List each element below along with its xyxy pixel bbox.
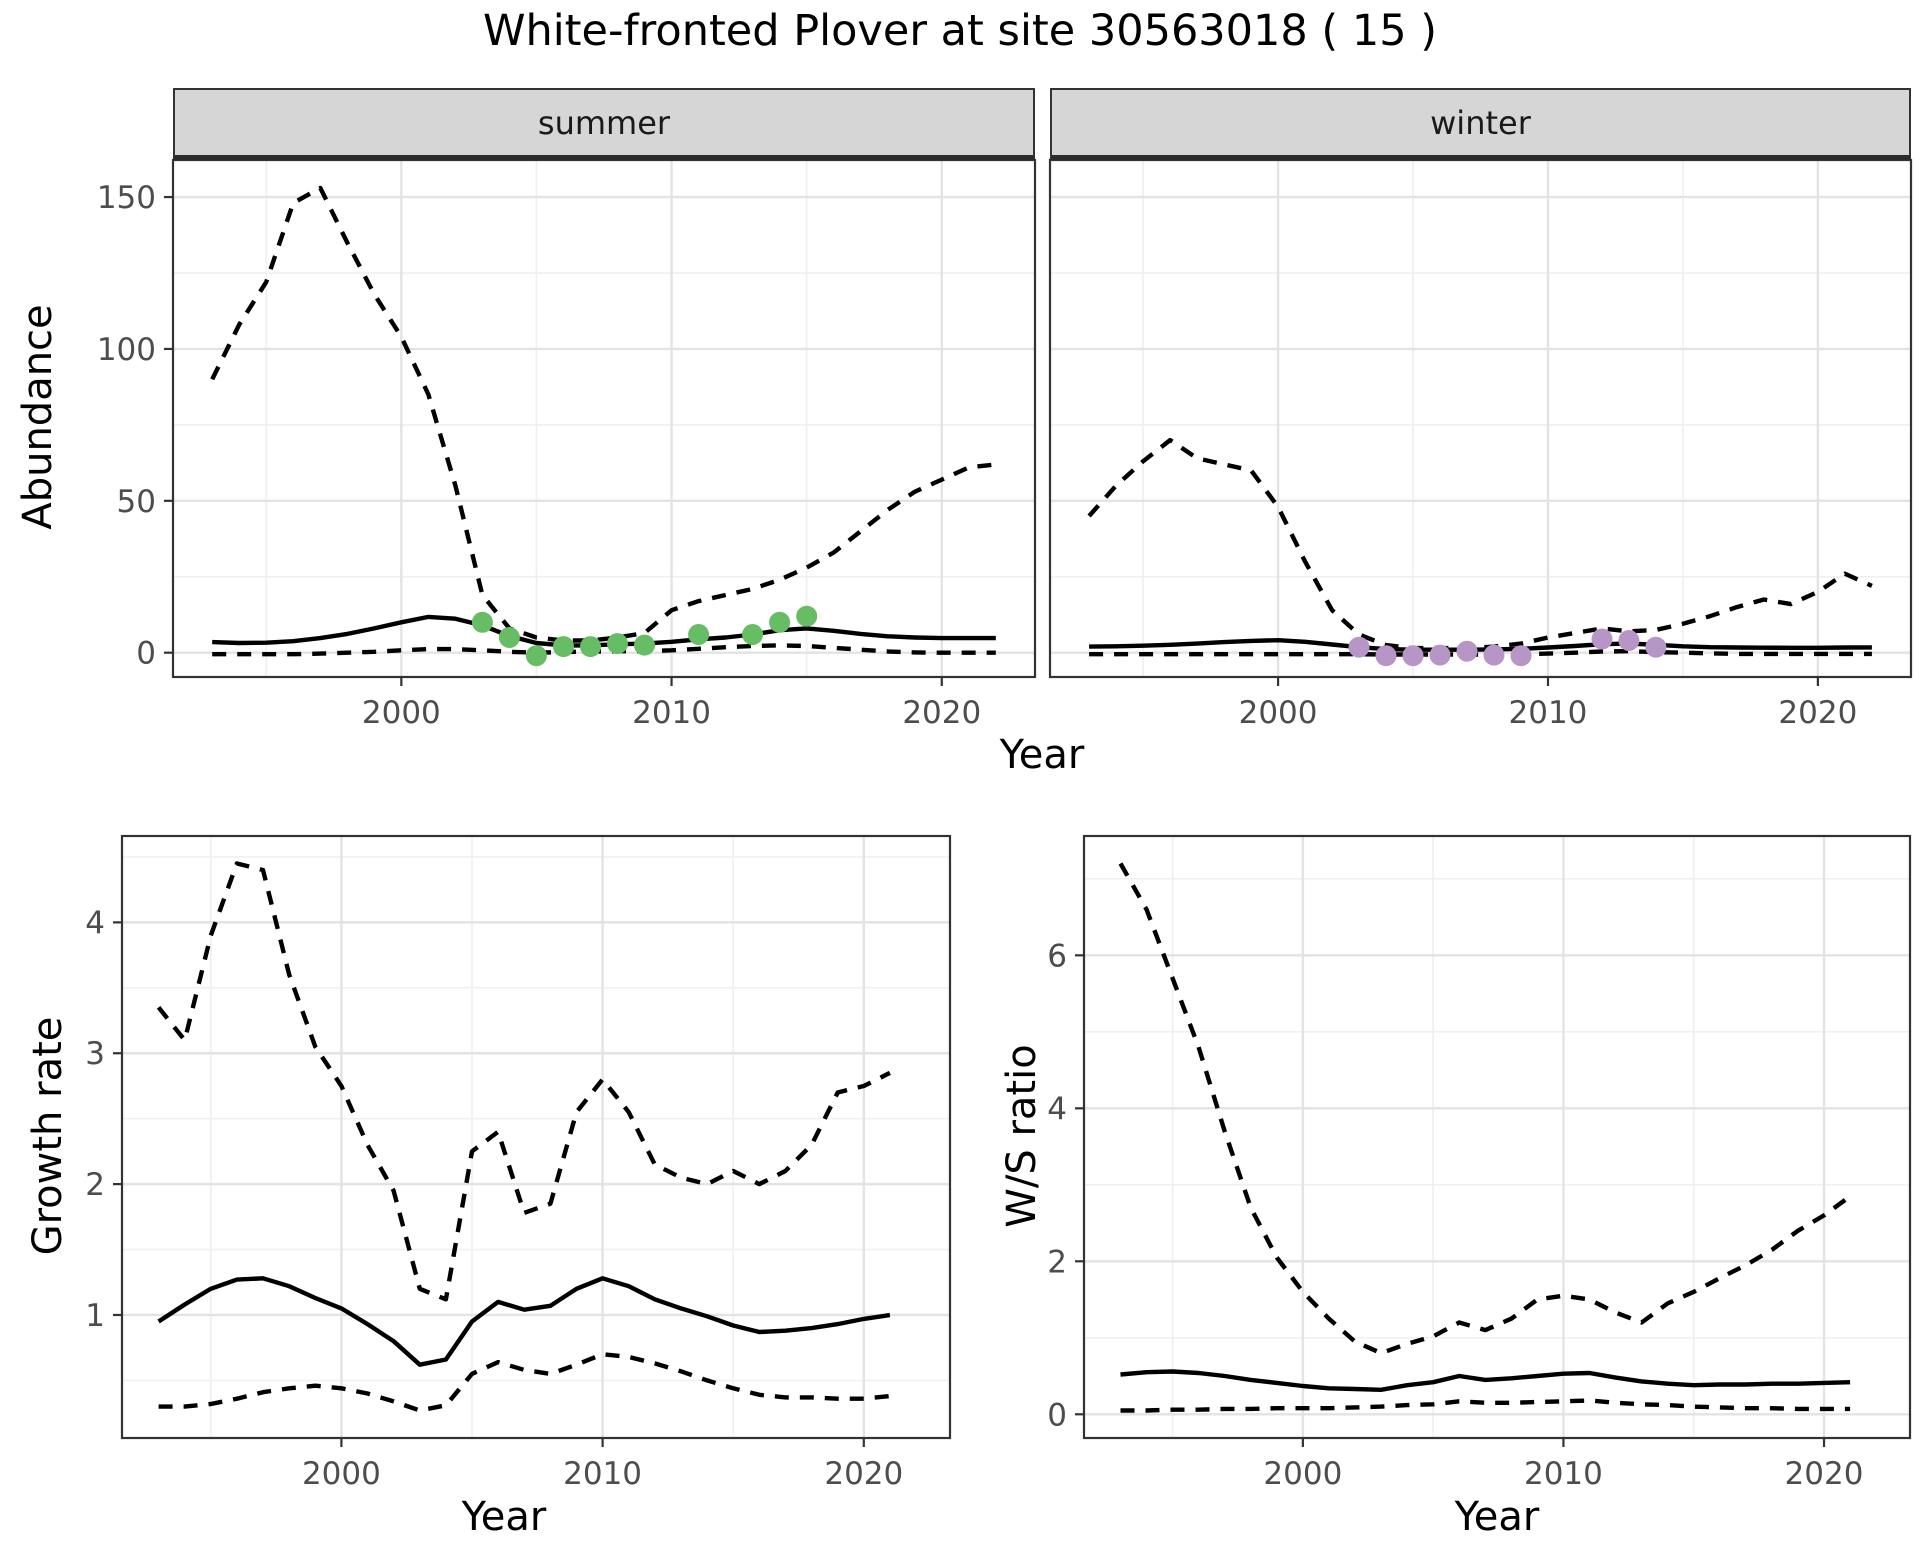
y-tick-label: 4	[85, 905, 105, 941]
panel-ws_ratio: 2000 2010 2020 0 2 4 6	[1047, 834, 1912, 1492]
facet-strip-winter-label: winter	[1430, 103, 1531, 142]
x-tick-label: 2020	[902, 695, 981, 731]
y-tick-label: 0	[136, 636, 156, 672]
panel-border	[120, 834, 952, 1440]
y-tick-label: 0	[1047, 1397, 1067, 1433]
series-lower_95ci-line	[1089, 649, 1872, 657]
data-point-observed_counts_winter	[1348, 636, 1370, 658]
series-median-line	[157, 1276, 891, 1367]
series-median-line	[212, 614, 996, 648]
x-tick-label: 2010	[632, 695, 711, 731]
y-axis-title-growth-rate: Growth rate	[25, 1016, 71, 1256]
x-tick-label: 2000	[362, 695, 441, 731]
x-tick-label: 2000	[1263, 1456, 1342, 1492]
data-point-observed_counts_winter	[1510, 645, 1532, 667]
series-upper_95ci-line	[1118, 862, 1852, 1356]
chart-title: White-fronted Plover at site 30563018 ( …	[482, 6, 1438, 56]
facet-strip-summer-label: summer	[537, 103, 671, 142]
data-point-observed_counts_summer	[553, 636, 574, 658]
y-tick-label: 150	[97, 180, 156, 216]
data-point-observed_counts_summer	[498, 627, 520, 648]
panel-background	[1084, 836, 1910, 1438]
y-tick-label: 2	[85, 1167, 105, 1203]
y-tick-label: 50	[117, 484, 156, 520]
series-upper_95ci-line	[156, 861, 891, 1302]
data-point-observed_counts_winter	[1429, 644, 1451, 666]
data-point-observed_counts_summer	[634, 634, 655, 656]
y-tick-label: 6	[1047, 938, 1067, 974]
panel-background	[1050, 160, 1911, 677]
x-axis-title-top: Year	[999, 732, 1085, 778]
data-point-observed_counts_summer	[796, 605, 818, 627]
data-point-observed_counts_winter	[1483, 644, 1505, 666]
data-point-observed_counts_winter	[1645, 636, 1667, 658]
panel-border	[1048, 158, 1913, 679]
x-tick-label: 2020	[824, 1456, 903, 1492]
x-tick-label: 2010	[563, 1456, 642, 1492]
panel-border	[171, 158, 1037, 679]
data-point-observed_counts_summer	[471, 611, 493, 633]
data-point-observed_counts_summer	[688, 624, 710, 645]
x-axis-title-ws-ratio: Year	[1454, 1494, 1540, 1540]
y-axis-title-ws-ratio: W/S ratio	[999, 1044, 1045, 1228]
x-tick-label: 2010	[1524, 1456, 1603, 1492]
x-axis-title-growth-rate: Year	[461, 1494, 547, 1540]
y-tick-label: 1	[85, 1298, 105, 1334]
y-tick-label: 3	[85, 1036, 105, 1072]
panel-abundance_winter: 2000 2010 2020	[1048, 158, 1913, 731]
x-tick-label: 2000	[302, 1456, 381, 1492]
y-tick-label: 100	[97, 332, 156, 368]
x-tick-label: 2000	[1239, 695, 1318, 731]
panel-background	[173, 160, 1035, 677]
data-point-observed_counts_winter	[1618, 630, 1640, 651]
series-lower_95ci-line	[212, 643, 996, 657]
data-point-observed_counts_summer	[769, 611, 791, 633]
series-median-line	[1120, 1369, 1851, 1392]
series-upper_95ci-line	[1087, 437, 1873, 651]
series-median-line	[1089, 638, 1872, 652]
data-point-observed_counts_summer	[742, 624, 764, 645]
facet-strip-summer: summer	[173, 88, 1035, 160]
x-tick-label: 2010	[1509, 695, 1588, 731]
series-lower_95ci-line	[1120, 1398, 1851, 1413]
data-point-observed_counts_summer	[580, 636, 601, 658]
data-point-observed_counts_summer	[525, 645, 547, 667]
facet-strip-winter: winter	[1050, 88, 1911, 160]
y-axis-title-abundance: Abundance	[15, 304, 61, 530]
x-tick-label: 2020	[1778, 695, 1857, 731]
data-point-observed_counts_winter	[1402, 645, 1424, 667]
y-tick-label: 2	[1047, 1244, 1067, 1280]
data-point-observed_counts_winter	[1591, 628, 1613, 650]
panel-growth_rate: 2000 2010 2020 1 2 3 4	[85, 834, 952, 1492]
panel-abundance_summer: 2000 2010 2020 0 50 100 150	[97, 158, 1037, 731]
data-point-observed_counts_winter	[1456, 640, 1478, 662]
panel-background	[122, 836, 950, 1438]
data-point-observed_counts_summer	[607, 633, 628, 655]
panel-border	[1082, 834, 1912, 1440]
series-upper_95ci-line	[210, 185, 997, 643]
y-tick-label: 4	[1047, 1091, 1067, 1127]
data-point-observed_counts_winter	[1375, 645, 1397, 667]
x-tick-label: 2020	[1785, 1456, 1864, 1492]
